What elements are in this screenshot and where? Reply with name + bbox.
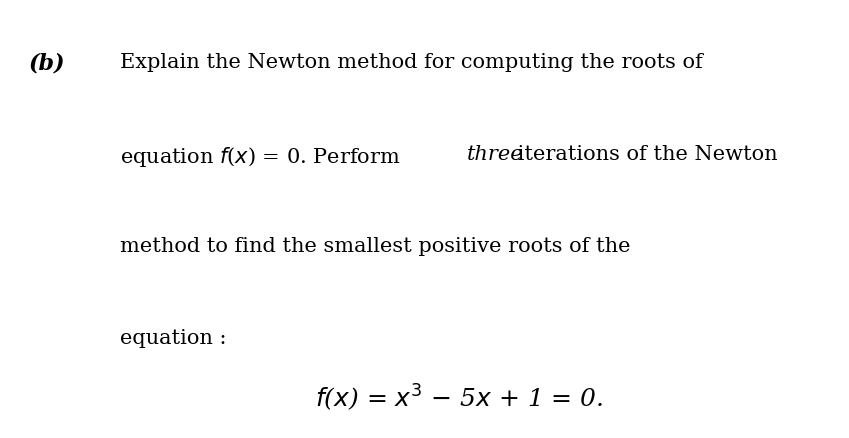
Text: method to find the smallest positive roots of the: method to find the smallest positive roo… (121, 237, 631, 255)
Text: $\mathit{f}$($\mathit{x}$) = $\mathit{x}^3$ $-$ 5$\mathit{x}$ + 1 = 0.: $\mathit{f}$($\mathit{x}$) = $\mathit{x}… (315, 381, 604, 412)
Text: three: three (467, 145, 523, 163)
Text: equation :: equation : (121, 328, 227, 347)
Text: equation $\mathit{f}$($\mathit{x}$) = 0. Perform: equation $\mathit{f}$($\mathit{x}$) = 0.… (121, 145, 402, 169)
Text: iterations of the Newton: iterations of the Newton (511, 145, 778, 163)
Text: Explain the Newton method for computing the roots of: Explain the Newton method for computing … (121, 53, 703, 71)
Text: (b): (b) (29, 53, 65, 74)
